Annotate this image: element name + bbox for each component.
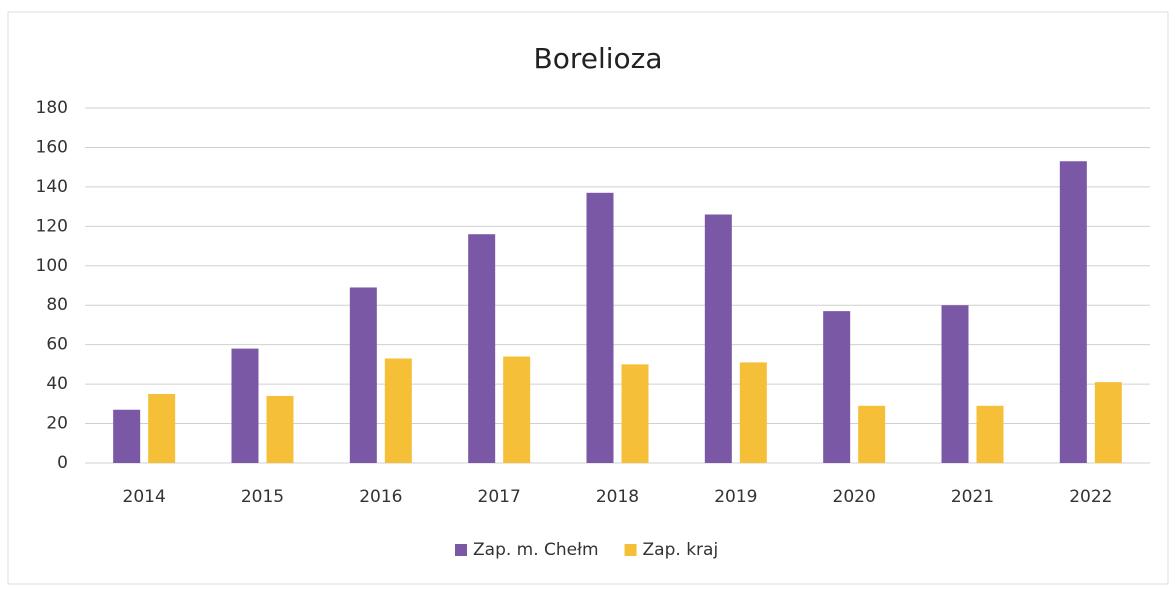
legend-swatch — [455, 544, 467, 556]
y-tick-label: 160 — [36, 137, 68, 157]
x-tick-label: 2018 — [596, 487, 639, 507]
y-tick-label: 40 — [46, 374, 68, 394]
y-tick-label: 140 — [36, 177, 68, 197]
bar — [468, 234, 496, 463]
x-tick-label: 2022 — [1069, 487, 1112, 507]
legend-swatch — [624, 544, 637, 556]
y-tick-label: 20 — [46, 414, 68, 434]
bar — [739, 362, 767, 463]
x-tick-label: 2015 — [241, 487, 284, 507]
bar — [621, 364, 649, 463]
bar — [1094, 382, 1122, 463]
bar — [266, 395, 294, 463]
chart-title: Borelioza — [533, 42, 662, 75]
x-tick-label: 2020 — [833, 487, 876, 507]
x-tick-label: 2021 — [951, 487, 994, 507]
bar — [823, 311, 851, 463]
y-tick-label: 60 — [46, 335, 68, 355]
y-tick-label: 120 — [36, 216, 68, 236]
x-tick-label: 2016 — [359, 487, 402, 507]
legend-label: Zap. m. Chełm — [473, 540, 599, 560]
y-tick-label: 0 — [57, 453, 68, 473]
bar — [503, 356, 531, 463]
x-tick-label: 2019 — [714, 487, 757, 507]
x-tick-label: 2014 — [123, 487, 166, 507]
y-tick-label: 180 — [36, 98, 68, 118]
bar — [231, 348, 259, 463]
bar — [858, 405, 886, 463]
y-tick-label: 80 — [46, 295, 68, 315]
legend-label: Zap. kraj — [643, 540, 719, 560]
bar — [1059, 161, 1087, 463]
bar — [976, 405, 1004, 463]
bar — [148, 393, 176, 463]
bar — [941, 305, 969, 463]
x-tick-label: 2017 — [478, 487, 521, 507]
bar — [384, 358, 412, 463]
bar — [704, 214, 732, 463]
bar — [586, 192, 614, 464]
y-tick-label: 100 — [36, 256, 68, 276]
bar — [113, 409, 141, 463]
bar — [349, 287, 377, 463]
